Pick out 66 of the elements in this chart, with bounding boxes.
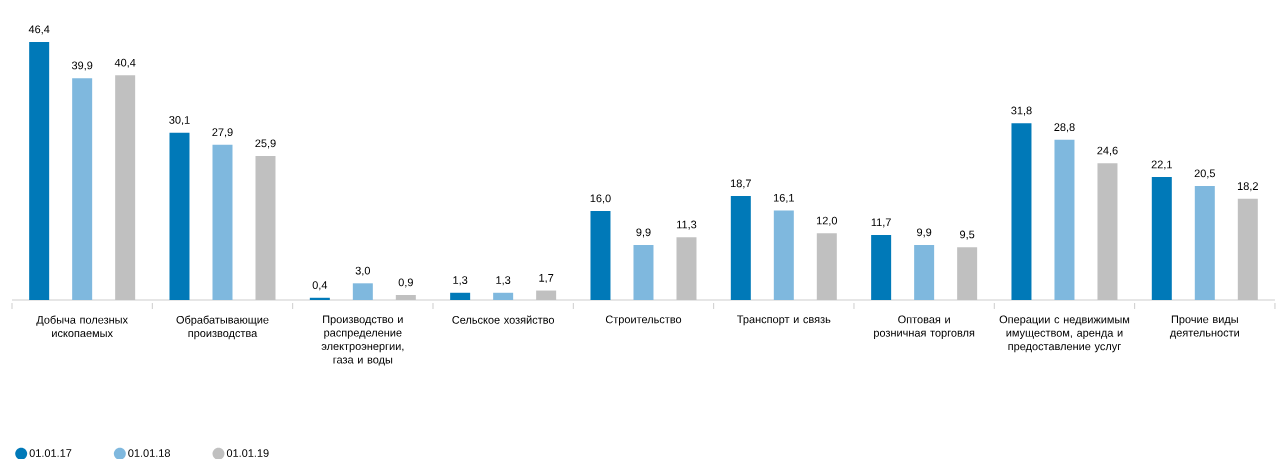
- legend-label: 01.01.18: [128, 449, 170, 457]
- x-tick-label: Добыча полезных ископаемых: [36, 315, 128, 338]
- bar: [676, 237, 697, 300]
- bar: [816, 233, 837, 300]
- data-label: 31,8: [1011, 106, 1032, 116]
- data-label: 9,9: [636, 228, 651, 238]
- data-label: 20,5: [1194, 169, 1215, 179]
- data-label: 25,9: [255, 139, 276, 149]
- bar: [1194, 186, 1215, 300]
- data-label: 1,7: [539, 274, 554, 284]
- data-label: 18,2: [1237, 182, 1258, 192]
- x-tick-label: Транспорт и связь: [737, 315, 831, 326]
- bar: [1097, 163, 1118, 300]
- bar: [957, 247, 978, 300]
- bar: [590, 211, 611, 300]
- bar: [1011, 123, 1032, 300]
- bar: [493, 292, 514, 300]
- x-tick-label: Обрабатывающие производства: [176, 315, 269, 340]
- bar: [29, 41, 50, 300]
- x-tick-label: Производство и распределение электроэнергии, газа и воды: [321, 315, 404, 366]
- legend-label: 01.01.19: [226, 449, 269, 457]
- bar: [536, 290, 557, 300]
- data-label: 12,0: [816, 216, 838, 226]
- data-label: 0,9: [398, 278, 413, 288]
- bar: [633, 244, 654, 300]
- data-label: 3,0: [355, 266, 370, 276]
- data-label: 39,9: [71, 61, 93, 71]
- bar: [871, 234, 892, 300]
- bar: [255, 155, 276, 300]
- bar: [730, 196, 751, 300]
- legend-label: 01.01.17: [29, 449, 72, 457]
- data-label: 0,4: [312, 281, 328, 291]
- data-label: 9,9: [917, 228, 932, 238]
- bar: [914, 244, 935, 300]
- x-tick-label: Сельское хозяйство: [452, 315, 555, 324]
- data-label: 24,6: [1097, 146, 1118, 156]
- bar: [1151, 177, 1172, 300]
- bar: [1237, 198, 1258, 300]
- data-label: 11,3: [677, 220, 697, 230]
- data-label: 1,3: [453, 276, 468, 286]
- x-tick-label: Строительство: [605, 315, 682, 326]
- bar: [1054, 139, 1075, 300]
- data-label: 1,3: [496, 276, 511, 286]
- data-label: 22,1: [1151, 160, 1172, 170]
- data-label: 18,7: [730, 179, 751, 189]
- x-tick-label: Оптовая и розничная торговля: [874, 315, 975, 339]
- bar: [212, 144, 233, 300]
- data-label: 11,7: [871, 218, 891, 228]
- x-tick-label: Операции с недвижимым имуществом, аренда и предоставление услуг: [999, 315, 1130, 353]
- data-label: 16,1: [773, 193, 794, 203]
- data-label: 46,4: [28, 25, 50, 35]
- data-label: 40,4: [114, 58, 136, 68]
- x-tick-label: Прочие виды деятельности: [1169, 315, 1239, 339]
- bar: [395, 295, 416, 300]
- bar: [352, 283, 373, 300]
- data-label: 30,1: [169, 116, 190, 126]
- bar: [309, 297, 330, 300]
- bar: [115, 75, 136, 300]
- data-label: 27,9: [212, 128, 233, 138]
- bar: [169, 132, 190, 300]
- bar: [773, 210, 794, 300]
- bar: [450, 292, 471, 300]
- data-label: 9,5: [960, 230, 975, 240]
- data-label: 28,8: [1054, 123, 1075, 133]
- bar: [72, 78, 93, 300]
- data-label: 16,0: [590, 194, 611, 204]
